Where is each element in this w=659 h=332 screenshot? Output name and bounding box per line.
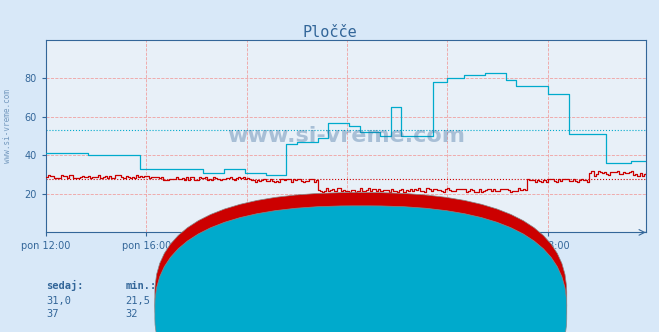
Text: 53: 53 bbox=[204, 309, 217, 319]
Text: 79: 79 bbox=[283, 309, 296, 319]
Text: zadnji dan / 5 minut.: zadnji dan / 5 minut. bbox=[268, 251, 391, 261]
Text: sedaj:: sedaj: bbox=[46, 280, 84, 291]
Text: povpr.:: povpr.: bbox=[204, 281, 248, 291]
Text: temperatura[C]: temperatura[C] bbox=[376, 296, 463, 306]
Text: Pločče: Pločče bbox=[302, 25, 357, 40]
Text: 27,6: 27,6 bbox=[204, 296, 229, 306]
Text: 32: 32 bbox=[125, 309, 138, 319]
Text: 37: 37 bbox=[46, 309, 59, 319]
Text: Meritve: trenutne  Enote: metrične  Črta: povprečje: Meritve: trenutne Enote: metrične Črta: … bbox=[180, 261, 479, 273]
Text: 21,5: 21,5 bbox=[125, 296, 150, 306]
Text: www.si-vreme.com: www.si-vreme.com bbox=[227, 126, 465, 146]
Text: maks.:: maks.: bbox=[283, 281, 321, 291]
Text: Hrvaška / vremenski podatki - avtomatske postaje.: Hrvaška / vremenski podatki - avtomatske… bbox=[186, 241, 473, 251]
Text: min.:: min.: bbox=[125, 281, 156, 291]
Text: Pločče: Pločče bbox=[362, 281, 400, 291]
Text: vlaga[%]: vlaga[%] bbox=[376, 309, 426, 319]
Text: www.si-vreme.com: www.si-vreme.com bbox=[3, 89, 13, 163]
Text: 31,0: 31,0 bbox=[46, 296, 71, 306]
Text: 32,4: 32,4 bbox=[283, 296, 308, 306]
